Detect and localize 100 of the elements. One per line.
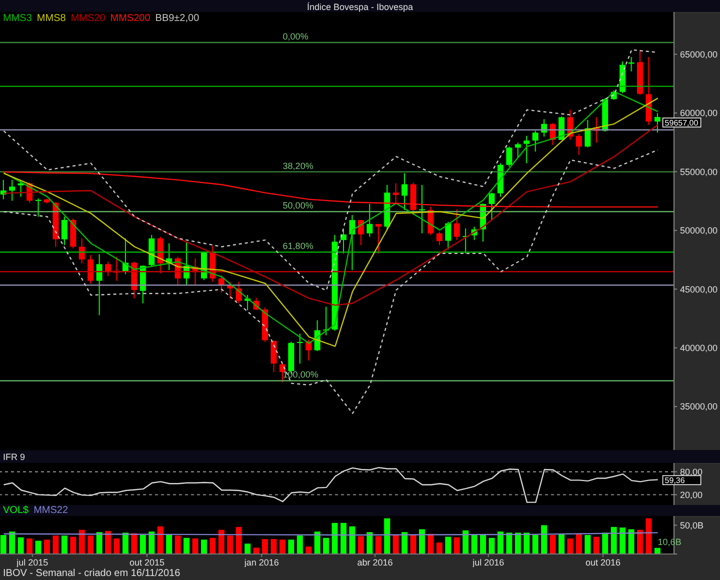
bar xyxy=(620,528,626,554)
text: BB9±2,00 xyxy=(155,13,200,24)
text: MMS8 xyxy=(36,13,66,24)
candlestick xyxy=(436,231,442,246)
bar xyxy=(436,542,442,554)
bar xyxy=(323,538,330,554)
candlestick xyxy=(349,214,356,271)
bar xyxy=(584,535,591,554)
bar xyxy=(44,540,50,554)
candlestick xyxy=(445,221,452,250)
bar xyxy=(480,534,486,554)
candlestick xyxy=(454,208,460,241)
bar xyxy=(610,526,617,554)
text: MMS200 xyxy=(110,13,150,24)
y-tick-label: 55000,00 xyxy=(680,166,718,177)
bar xyxy=(488,538,495,554)
annotation: 50,00% xyxy=(282,200,314,211)
x-tick-label: out 2016 xyxy=(585,557,621,568)
bar xyxy=(550,535,556,554)
bar xyxy=(567,538,574,554)
series-label: VOL$ xyxy=(3,505,29,516)
candlestick xyxy=(584,119,591,148)
bar xyxy=(192,538,198,554)
bar xyxy=(122,532,128,554)
candlestick xyxy=(296,333,303,364)
bar xyxy=(532,535,538,554)
annotation: 100,00% xyxy=(282,370,318,380)
bar xyxy=(462,530,469,554)
bar xyxy=(602,532,608,554)
bar xyxy=(262,539,268,554)
candlestick xyxy=(314,320,320,352)
candlestick xyxy=(61,216,68,246)
candlestick xyxy=(532,130,538,152)
x-tick-label: jul 2015 xyxy=(16,557,48,568)
bar xyxy=(157,526,164,554)
candlestick xyxy=(18,179,24,198)
bar xyxy=(366,532,373,554)
bar xyxy=(96,532,102,554)
candlestick xyxy=(358,220,364,246)
bar xyxy=(306,546,312,554)
y-tick-label: 45000,00 xyxy=(680,284,718,294)
bar xyxy=(270,539,277,554)
x-tick-label: out 2015 xyxy=(129,557,165,568)
bar xyxy=(402,532,408,554)
y-tick-label: 65000,00 xyxy=(680,49,718,60)
bar xyxy=(200,540,207,554)
bar xyxy=(384,518,390,554)
candlestick xyxy=(366,203,373,238)
candlestick xyxy=(270,340,277,373)
bar xyxy=(279,540,286,554)
y-tick-label: 20,00 xyxy=(680,490,703,500)
bar xyxy=(184,538,190,554)
bar xyxy=(105,530,112,554)
bar xyxy=(418,529,425,554)
bar xyxy=(497,532,504,554)
line-series xyxy=(3,466,658,503)
text: MMS20 xyxy=(70,13,106,24)
bar xyxy=(166,535,172,554)
bar xyxy=(140,535,146,554)
bar xyxy=(0,535,6,554)
candlestick xyxy=(558,116,565,140)
candlestick xyxy=(506,146,512,168)
candlestick xyxy=(488,192,495,221)
bar xyxy=(296,536,303,554)
bar xyxy=(52,536,59,554)
bar xyxy=(524,532,530,554)
candlestick xyxy=(88,254,94,284)
bar xyxy=(558,534,565,554)
data-label: 59,36 xyxy=(664,476,686,486)
bar xyxy=(314,532,320,554)
candlestick xyxy=(9,179,16,202)
candlestick xyxy=(78,238,85,264)
bar xyxy=(340,522,346,554)
bar xyxy=(218,530,224,554)
candlestick xyxy=(654,112,660,134)
line-series xyxy=(3,171,658,208)
bar xyxy=(88,536,94,554)
bar xyxy=(541,525,548,554)
bar xyxy=(148,532,155,554)
y-tick-label: 50,0B xyxy=(680,520,704,530)
y-tick-label: 60000,00 xyxy=(680,108,718,118)
bar xyxy=(410,535,416,554)
bar xyxy=(392,535,399,554)
bar xyxy=(445,536,452,554)
bar xyxy=(288,540,294,554)
candlestick xyxy=(418,184,425,234)
bar xyxy=(18,537,24,554)
bar xyxy=(253,548,260,554)
bar xyxy=(227,536,234,554)
y-tick-label: 80,00 xyxy=(680,466,703,477)
chart-title: IFR 9 xyxy=(3,451,26,464)
candlestick xyxy=(576,133,582,156)
line-series xyxy=(3,149,658,414)
bar xyxy=(210,538,216,554)
bar xyxy=(70,536,76,554)
bar xyxy=(506,532,512,554)
candlestick xyxy=(35,198,42,218)
x-tick-label: jul 2016 xyxy=(472,557,504,568)
bar xyxy=(26,538,33,554)
candlestick xyxy=(402,172,408,210)
